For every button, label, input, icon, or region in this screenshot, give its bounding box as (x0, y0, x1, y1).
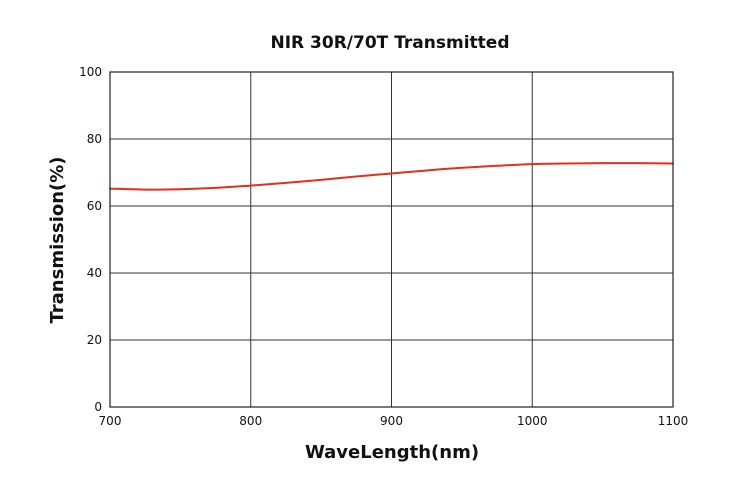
y-axis-label: Transmission(%) (47, 156, 68, 323)
y-tick-label: 80 (87, 132, 102, 146)
y-tick-label: 60 (87, 199, 102, 213)
grid-lines (109, 71, 674, 408)
y-tick-label: 20 (87, 333, 102, 347)
x-tick-label: 800 (239, 414, 262, 428)
y-tick-label: 0 (94, 400, 102, 414)
transmission-series-line (109, 162, 674, 191)
y-tick-labels: 0 20 40 60 80 100 (79, 65, 102, 414)
chart-title: NIR 30R/70T Transmitted (271, 33, 510, 53)
y-tick-label: 40 (87, 266, 102, 280)
x-tick-label: 1100 (658, 414, 689, 428)
x-axis-label: WaveLength(nm) (305, 442, 479, 463)
series-group (109, 162, 674, 191)
plot-area-frame (109, 71, 674, 408)
x-tick-label: 700 (99, 414, 122, 428)
x-tick-labels: 700 800 900 1000 1100 (99, 414, 689, 428)
x-tick-label: 900 (380, 414, 403, 428)
x-tick-label: 1000 (517, 414, 548, 428)
y-tick-label: 100 (79, 65, 102, 79)
